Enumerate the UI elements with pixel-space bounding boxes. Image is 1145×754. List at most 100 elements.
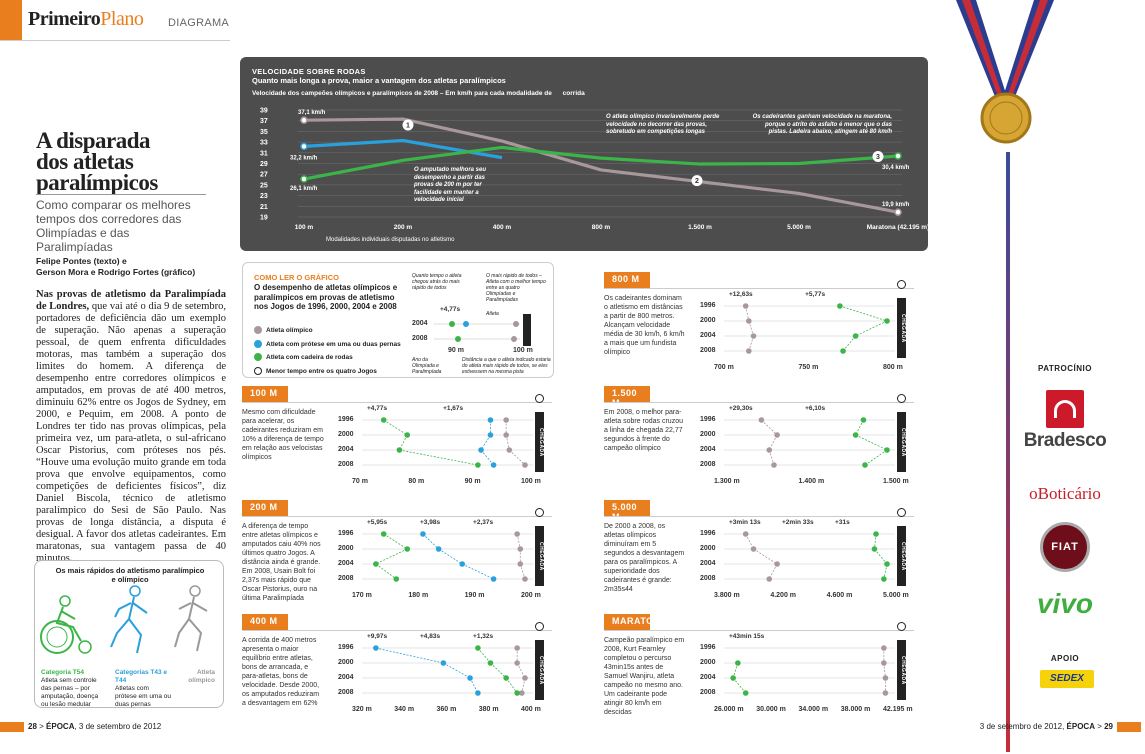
- wheelchair-figure-icon: [40, 595, 92, 654]
- legend-wheelchair-label: Atleta com cadeira de rodas: [266, 354, 353, 361]
- legend-wheelchair: Atleta com cadeira de rodas: [254, 351, 401, 365]
- panel-tick: 700 m: [714, 364, 734, 371]
- category-t54-title: Categoria T54: [41, 669, 84, 676]
- panel-tick: 1.300 m: [714, 478, 740, 485]
- panel-dot: [774, 561, 780, 567]
- footer-left-marker: [0, 722, 24, 732]
- value-label: 37,1 km/h: [298, 110, 326, 116]
- panel-header: 800 M: [604, 272, 650, 288]
- panel-gap-label: +2,37s: [473, 519, 494, 526]
- sponsor-title: PATROCÍNIO: [1037, 364, 1093, 373]
- panel-gap-label: +1,32s: [473, 633, 494, 640]
- sponsor-vivo: vivo: [1036, 588, 1094, 619]
- panel-connector: [490, 662, 507, 679]
- olympic-runner-icon: [174, 585, 208, 652]
- panel-finish-bar: CHEGADA: [897, 412, 906, 472]
- howto-dot-olympic-2: [511, 336, 517, 342]
- stopwatch-icon: [535, 622, 544, 631]
- legend-stopwatch-label: Menor tempo entre os quatro Jogos: [266, 367, 377, 375]
- header-accent-bar: [0, 0, 22, 40]
- panel-dot: [487, 660, 494, 666]
- panel-chart: [724, 303, 895, 354]
- legend-olympic-label: Atleta olímpico: [266, 327, 313, 334]
- category-t54-text: Atleta sem controle das pernas – por amp…: [41, 677, 99, 708]
- panel-dot: [862, 462, 868, 468]
- howto-box: [242, 262, 554, 378]
- panel-tick: 34.000 m: [798, 706, 829, 713]
- footer-left-brand: ÉPOCA: [46, 722, 75, 732]
- header-rule: [0, 40, 230, 41]
- main-chart-panel: VELOCIDADE SOBRE RODAS Quanto mais longa…: [240, 57, 928, 251]
- article-title: A disparada dos atletas paralímpicos: [36, 129, 206, 195]
- category-t43-title: Categorias T43 e T44: [115, 669, 168, 684]
- panel-year: 2000: [338, 545, 354, 552]
- panel-finish-bar: CHEGADA: [897, 526, 906, 586]
- title-line-3: paralímpicos: [36, 170, 158, 195]
- panel-dot: [750, 333, 757, 339]
- panel-header: 400 M: [242, 614, 288, 630]
- howto-dot-green-2: [455, 336, 461, 342]
- panel-connector: [839, 305, 888, 322]
- panel-dot: [882, 690, 889, 696]
- panel-dot: [440, 660, 447, 666]
- panel-connector: [842, 335, 856, 352]
- credit-line-1: Felipe Pontes (texto) e: [36, 256, 127, 266]
- brand-light: Plano: [100, 8, 144, 30]
- panel-year: 2004: [700, 674, 716, 681]
- stopwatch-icon: [897, 280, 906, 289]
- series-line: [303, 138, 503, 160]
- footer-right: 3 de setembro de 2012, ÉPOCA > 29: [980, 722, 1141, 732]
- stopwatch-icon: [254, 366, 262, 375]
- panel-dot: [881, 645, 887, 651]
- figures-title: Os mais rápidos do atletismo paralímpico…: [55, 566, 205, 584]
- value-label: 32,2 km/h: [290, 155, 318, 161]
- panel-dot: [742, 690, 749, 696]
- series-line: [303, 117, 899, 214]
- medal-illustration: [950, 0, 1060, 160]
- panel-dot: [884, 561, 890, 567]
- panel-dot: [478, 447, 484, 453]
- panel-dot: [750, 546, 757, 552]
- panel-dot: [373, 645, 379, 651]
- callout-number: 3: [876, 154, 880, 161]
- sponsor-fiat: FIAT: [1040, 522, 1090, 572]
- section-label: DIAGRAMA: [168, 17, 230, 29]
- panel-gap-label: +4,77s: [367, 405, 388, 412]
- panel-dot: [517, 561, 524, 567]
- panel-dot: [487, 417, 494, 423]
- howto-dot-green: [449, 321, 455, 327]
- figures-box: Os mais rápidos do atletismo paralímpico…: [34, 560, 224, 708]
- panel-tick: 380 m: [478, 706, 499, 713]
- panel-connector: [768, 563, 778, 580]
- x-tick-label: 400 m: [493, 224, 512, 231]
- panel-dot: [837, 303, 843, 309]
- panel-tick: 5.000 m: [883, 592, 909, 599]
- howto-year-2: 2008: [412, 335, 428, 342]
- panel-connector: [469, 677, 479, 694]
- panel-dot: [873, 531, 879, 537]
- ann-wheelchair: Os cadeirantes ganham velocidade na mara…: [752, 114, 892, 135]
- panel-finish-bar: CHEGADA: [535, 640, 544, 700]
- panel-tick: 1.400 m: [798, 478, 825, 485]
- panel-dot: [490, 576, 497, 582]
- panel-connector: [748, 320, 754, 337]
- panel-connector: [855, 434, 888, 451]
- bradesco-name: Bradesco: [1023, 430, 1107, 451]
- panel-dot: [519, 690, 525, 696]
- category-t54: Categoria T54 Atleta sem controle das pe…: [41, 669, 99, 709]
- panel-year: 2000: [700, 659, 716, 666]
- panel-year: 2008: [700, 689, 716, 696]
- panel-connector: [516, 533, 521, 550]
- panel-chart: [724, 531, 895, 582]
- panel-tick: 26.000 m: [714, 706, 744, 713]
- callout-number: 2: [695, 178, 699, 185]
- panel-year: 2004: [700, 560, 716, 567]
- panel-connector: [745, 533, 754, 550]
- panel-connector: [383, 533, 408, 550]
- panel-dot: [522, 462, 528, 468]
- panel-dot: [884, 318, 890, 324]
- panel-dot: [852, 432, 859, 438]
- x-tick-label: 1.500 m: [688, 224, 712, 231]
- panel-year: 2000: [700, 317, 716, 324]
